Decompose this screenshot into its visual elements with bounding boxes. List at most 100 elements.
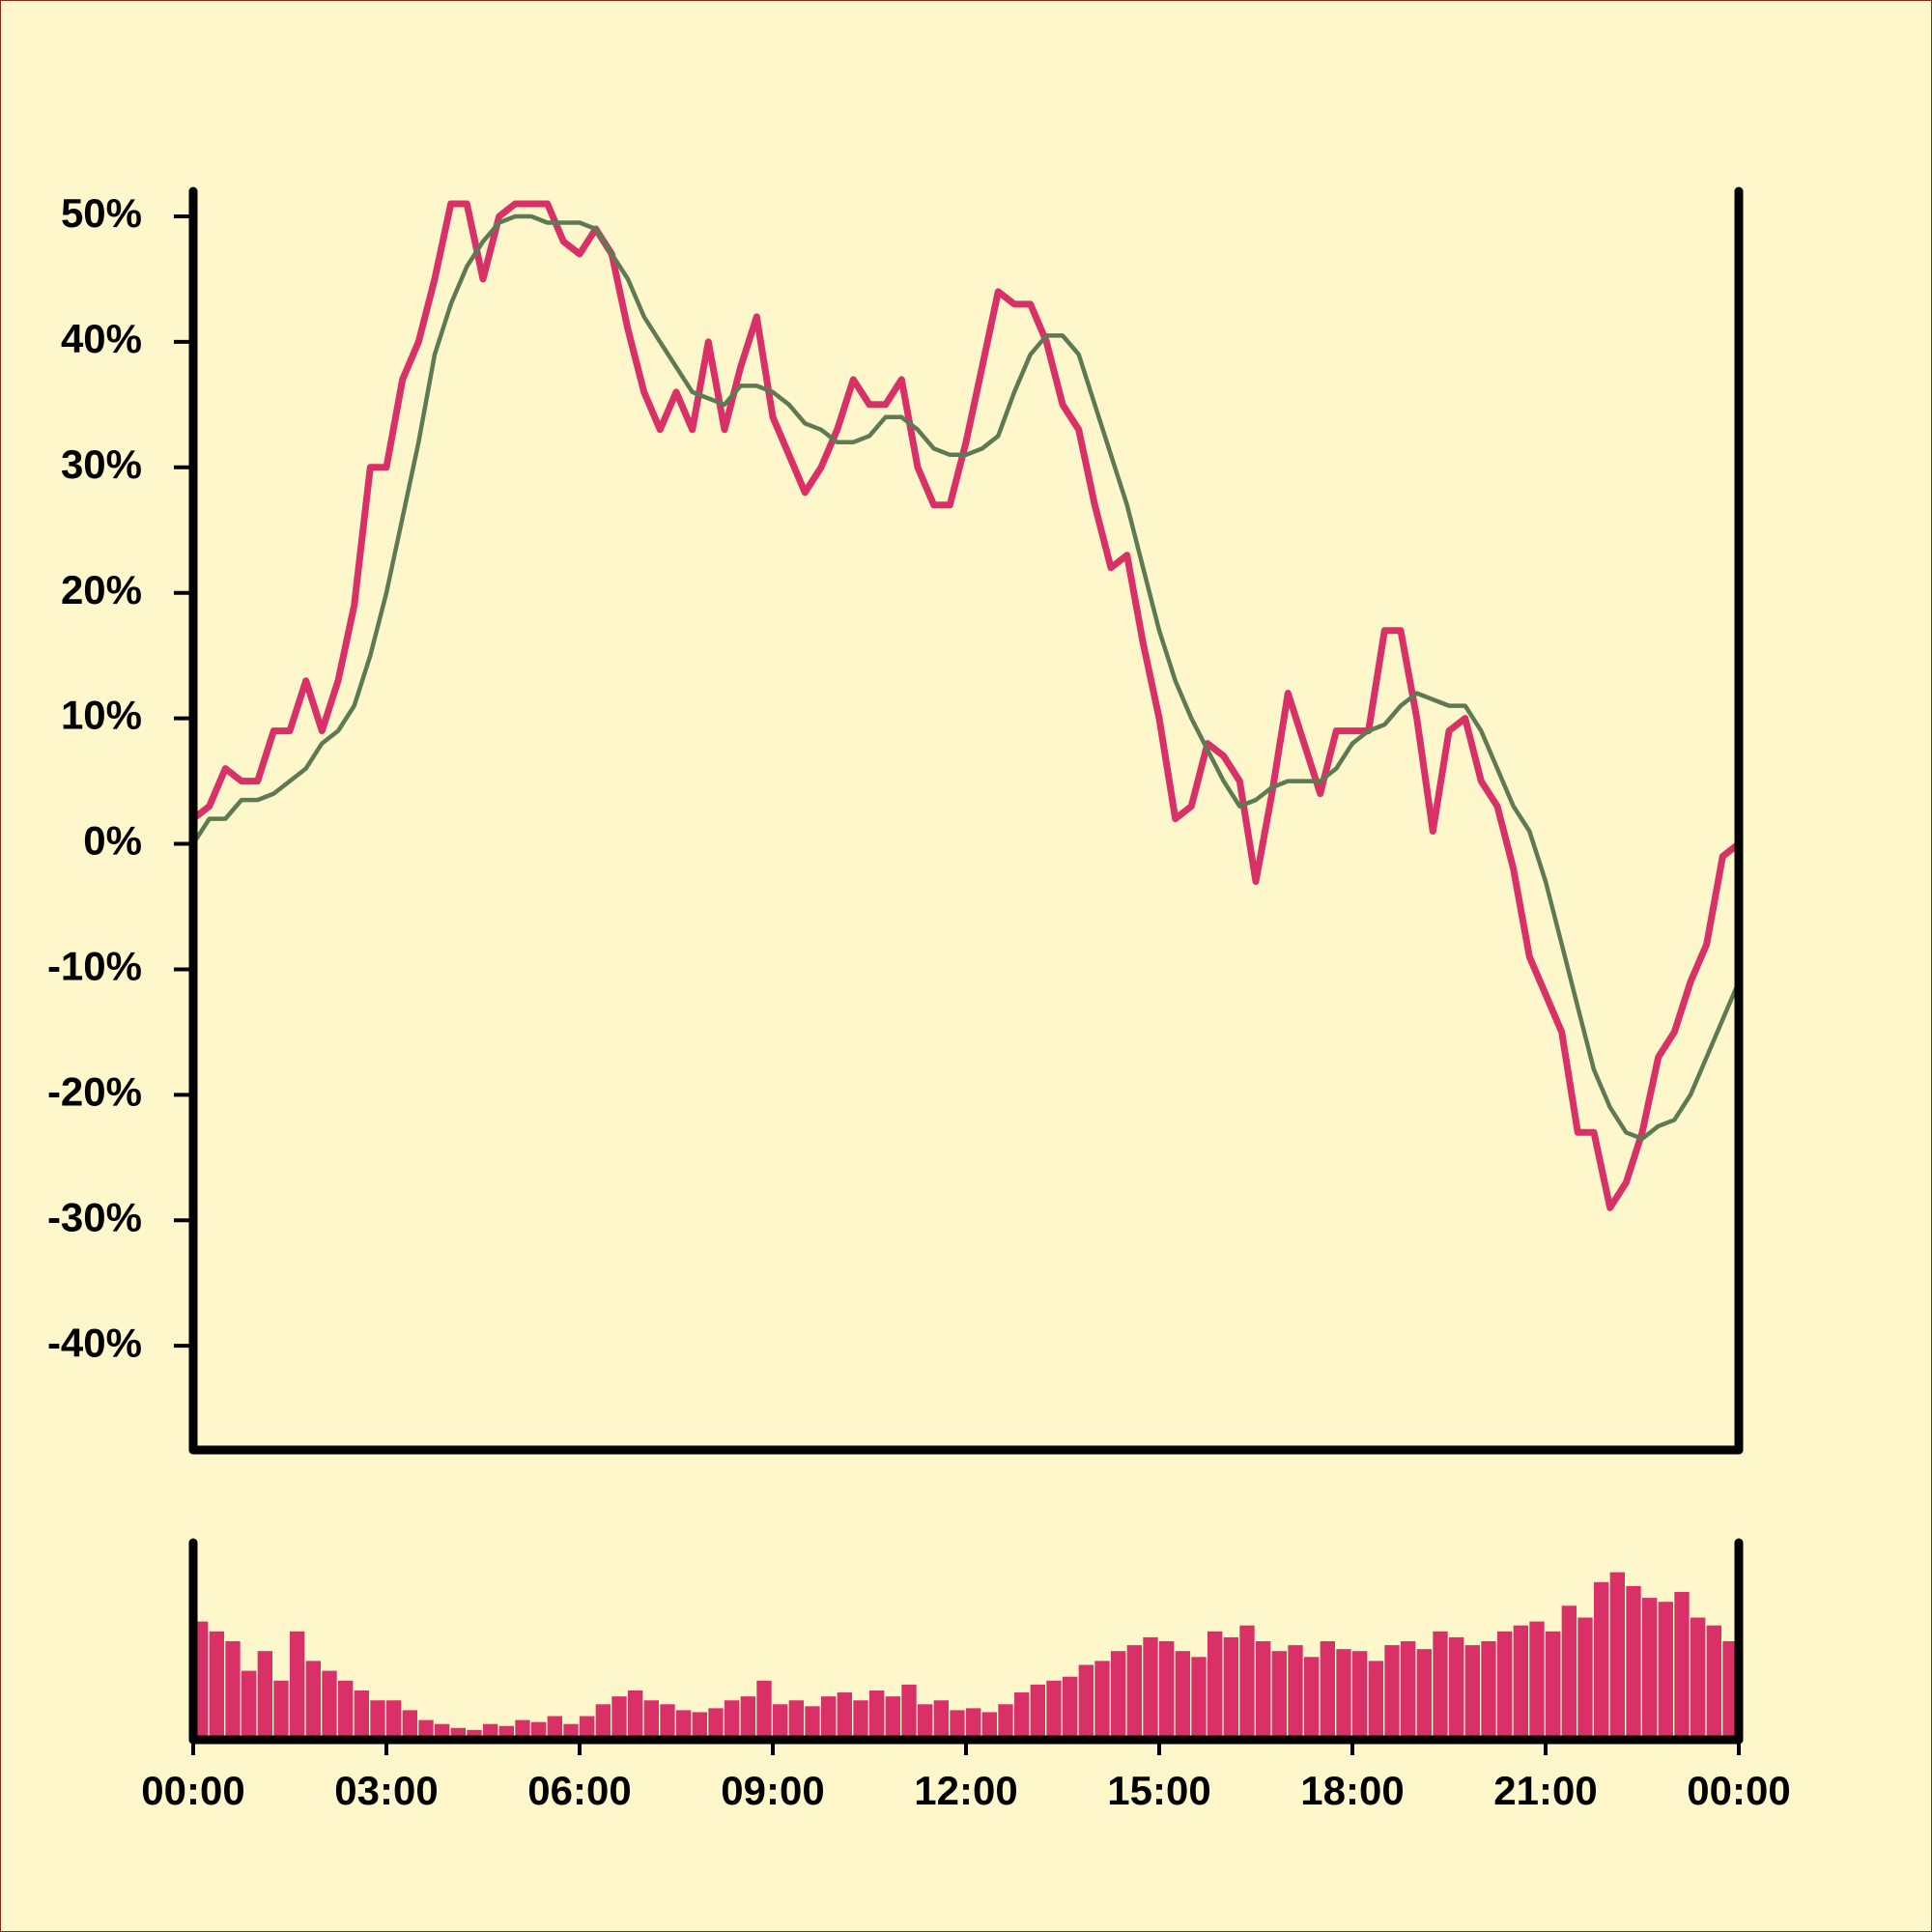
x-tick-label: 00:00 — [1687, 1768, 1790, 1813]
volume-bar — [595, 1704, 611, 1740]
x-tick-label: 00:00 — [141, 1768, 244, 1813]
volume-bar — [1320, 1641, 1335, 1740]
x-tick-label: 21:00 — [1493, 1768, 1597, 1813]
volume-bar — [467, 1729, 482, 1740]
volume-bar — [950, 1710, 965, 1740]
volume-bar — [1674, 1592, 1690, 1740]
volume-bar — [1416, 1649, 1432, 1740]
volume-bar — [1271, 1651, 1287, 1740]
volume-bar — [918, 1704, 933, 1740]
volume-bar — [338, 1680, 354, 1740]
volume-bar — [1642, 1598, 1658, 1740]
volume-bar — [724, 1700, 740, 1740]
volume-bar — [418, 1719, 434, 1740]
volume-bar — [981, 1712, 997, 1740]
y-tick-label: -20% — [47, 1068, 142, 1114]
line-series — [191, 213, 1742, 1142]
volume-bar — [1352, 1651, 1368, 1740]
x-tick-label: 15:00 — [1107, 1768, 1210, 1813]
volume-bar — [966, 1708, 981, 1740]
volume-bar — [1111, 1651, 1126, 1740]
volume-bar — [515, 1719, 530, 1740]
volume-bar — [1513, 1625, 1528, 1740]
x-tick-label: 18:00 — [1300, 1768, 1404, 1813]
x-tick-label: 12:00 — [914, 1768, 1017, 1813]
volume-bar — [837, 1692, 852, 1740]
volume-bar — [805, 1706, 820, 1740]
volume-bar — [1433, 1631, 1448, 1740]
volume-bar — [1481, 1641, 1496, 1740]
volume-bar — [370, 1700, 385, 1740]
line-series — [190, 200, 1742, 1211]
volume-bar — [1368, 1661, 1383, 1740]
volume-bar — [1464, 1645, 1480, 1740]
volume-bar — [1159, 1641, 1175, 1740]
y-tick-label: 0% — [83, 818, 142, 864]
volume-bar — [1175, 1651, 1190, 1740]
volume-bar — [1722, 1641, 1738, 1740]
x-tick-label: 03:00 — [334, 1768, 438, 1813]
volume-bar — [322, 1670, 337, 1740]
volume-bar — [1658, 1602, 1673, 1740]
volume-bar — [1191, 1657, 1207, 1740]
volume-bar — [901, 1684, 917, 1740]
y-tick-label: -10% — [47, 944, 142, 989]
x-tick-label: 09:00 — [721, 1768, 824, 1813]
volume-bar — [628, 1690, 643, 1740]
volume-bar — [643, 1700, 659, 1740]
volume-bar — [1609, 1572, 1625, 1740]
volume-bar — [756, 1680, 772, 1740]
volume-bar — [1449, 1636, 1464, 1740]
volume-bar — [580, 1716, 595, 1740]
volume-bar — [788, 1700, 804, 1740]
y-tick-label: -30% — [47, 1194, 142, 1239]
volume-bar — [1126, 1645, 1142, 1740]
volume-bar — [676, 1710, 692, 1740]
volume-bar — [1256, 1641, 1271, 1740]
volume-bar — [660, 1704, 675, 1740]
volume-bar — [1239, 1625, 1255, 1740]
volume-bar — [1561, 1605, 1577, 1740]
volume-bar — [1046, 1680, 1062, 1740]
volume-bar — [1078, 1664, 1094, 1740]
volume-bar — [1063, 1676, 1078, 1740]
volume-bar — [354, 1690, 369, 1740]
volume-bar — [257, 1651, 272, 1740]
volume-bar — [1208, 1631, 1223, 1740]
volume-bar — [611, 1696, 627, 1740]
volume-bar — [1690, 1617, 1706, 1740]
volume-bar — [1030, 1684, 1045, 1740]
y-tick-label: 50% — [61, 190, 142, 236]
volume-bar — [1401, 1641, 1416, 1740]
y-tick-label: 40% — [61, 316, 142, 361]
volume-bar — [1546, 1631, 1561, 1740]
volume-bar — [1094, 1661, 1110, 1740]
volume-bar — [773, 1704, 788, 1740]
volume-bar — [1014, 1692, 1030, 1740]
volume-bar — [225, 1641, 241, 1740]
volume-bar — [885, 1696, 900, 1740]
volume-bar — [933, 1700, 949, 1740]
volume-bar — [1288, 1645, 1303, 1740]
volume-bar — [402, 1710, 417, 1740]
volume-bar — [1594, 1581, 1609, 1740]
volume-bar — [1336, 1649, 1351, 1740]
volume-bar — [531, 1721, 547, 1740]
volume-bar — [692, 1712, 707, 1740]
volume-bar — [708, 1708, 724, 1740]
volume-bar — [1626, 1585, 1641, 1740]
y-tick-label: 30% — [61, 441, 142, 487]
volume-bar — [1577, 1617, 1593, 1740]
volume-bar — [386, 1700, 402, 1740]
x-tick-label: 06:00 — [527, 1768, 631, 1813]
volume-bar — [273, 1680, 289, 1740]
volume-bar — [1223, 1636, 1238, 1740]
volume-bar — [290, 1631, 305, 1740]
volume-bar — [1143, 1636, 1158, 1740]
volume-bar — [547, 1716, 562, 1740]
volume-bar — [869, 1690, 885, 1740]
volume-bar — [242, 1670, 257, 1740]
